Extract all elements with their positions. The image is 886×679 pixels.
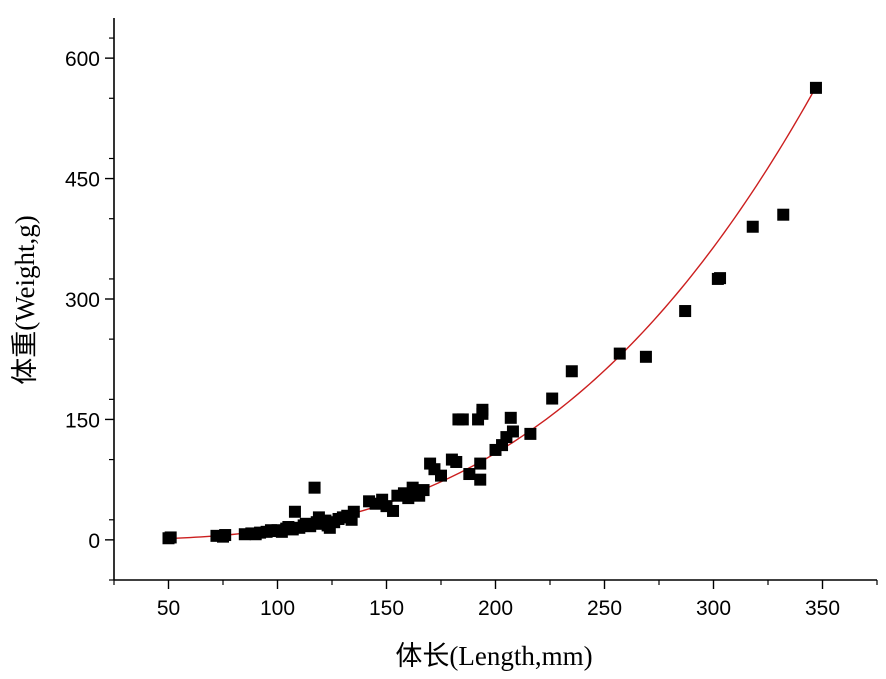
x-tick-label: 200 xyxy=(478,597,513,620)
data-point xyxy=(504,411,517,424)
y-axis-title: 体重(Weight,g) xyxy=(10,215,40,385)
data-point xyxy=(387,504,400,517)
data-point xyxy=(546,392,559,405)
x-tick-label: 150 xyxy=(369,597,404,620)
data-point xyxy=(456,413,469,426)
x-tick-label: 300 xyxy=(696,597,731,620)
data-point xyxy=(450,455,463,468)
data-point xyxy=(435,469,447,482)
y-tick-label: 300 xyxy=(65,289,100,312)
data-point xyxy=(746,220,759,233)
data-point xyxy=(463,468,476,481)
data-point xyxy=(777,208,790,221)
y-tick-label: 450 xyxy=(65,169,100,192)
data-point xyxy=(402,492,415,505)
data-point xyxy=(347,505,360,518)
data-point xyxy=(506,425,519,438)
x-axis: 50 100 150 200 250 300 350 xyxy=(113,580,878,620)
data-point xyxy=(639,350,652,363)
fit-curve-layer xyxy=(168,86,817,540)
x-axis-title: 体长(Length,mm) xyxy=(395,641,592,671)
data-point xyxy=(474,457,487,470)
data-point xyxy=(809,81,822,94)
data-point xyxy=(714,272,727,285)
data-point xyxy=(288,505,301,518)
plot-frame xyxy=(113,18,877,581)
fit-curve xyxy=(168,86,817,540)
x-tick-label: 350 xyxy=(805,597,840,620)
data-points xyxy=(162,81,822,545)
data-point xyxy=(164,531,177,544)
y-axis: 0 150 300 450 600 xyxy=(65,37,114,581)
data-point xyxy=(524,427,537,440)
data-point xyxy=(417,484,430,497)
y-tick-label: 600 xyxy=(65,48,100,71)
y-tick-label: 0 xyxy=(88,530,100,553)
data-point xyxy=(565,365,578,378)
x-tick-label: 250 xyxy=(587,597,622,620)
x-tick-label: 50 xyxy=(157,597,180,620)
data-point xyxy=(476,407,489,420)
data-point xyxy=(219,529,232,542)
data-point xyxy=(679,305,692,318)
x-tick-label: 100 xyxy=(260,597,295,620)
y-tick-label: 150 xyxy=(65,409,100,432)
data-point xyxy=(613,347,626,360)
data-point xyxy=(474,473,487,486)
data-point xyxy=(308,481,321,494)
